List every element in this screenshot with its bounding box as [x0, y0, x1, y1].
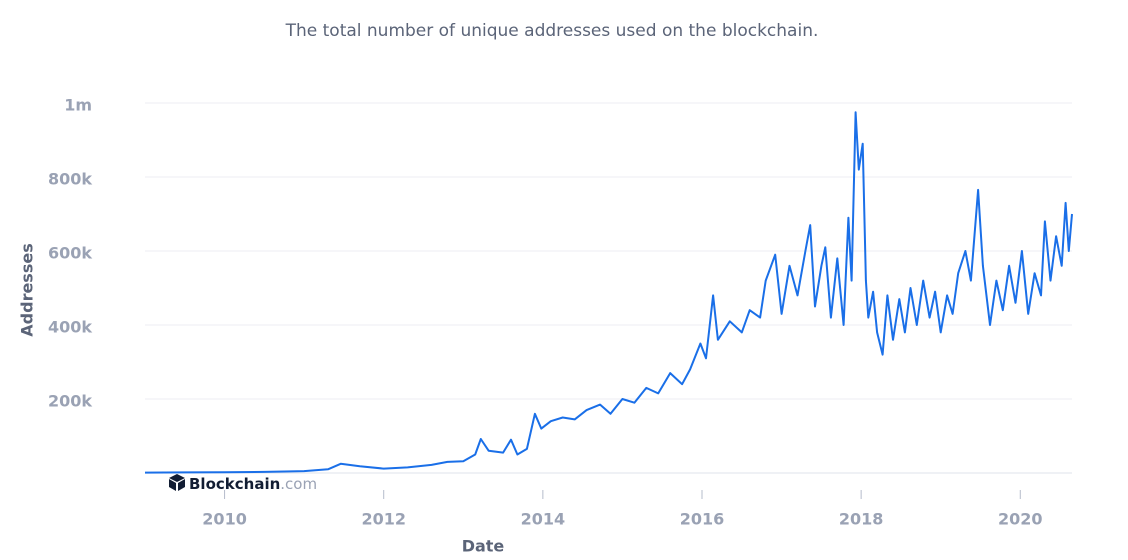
x-tick-label: 2012: [361, 510, 406, 529]
x-tick-label: 2016: [680, 510, 725, 529]
x-tick-label: 2010: [202, 510, 247, 529]
y-tick-label: 1m: [64, 96, 92, 115]
y-tick-label: 800k: [48, 170, 92, 189]
x-axis-label: Date: [462, 537, 505, 556]
data-line: [144, 111, 1073, 474]
x-tick-label: 2020: [998, 510, 1043, 529]
brand-name: Blockchain: [189, 475, 280, 493]
brand-text: Blockchain.com: [189, 475, 317, 493]
plot-area: 200k 400k 600k 800k 1m 2010 2012 2014 2016 2018 20…: [48, 96, 1073, 529]
y-axis-label: Addresses: [18, 243, 37, 336]
logo-icon: [169, 474, 185, 491]
y-tick-label: 600k: [48, 244, 92, 263]
x-tick-label: 2018: [839, 510, 884, 529]
brand-suffix: .com: [280, 475, 317, 493]
y-tick-label: 400k: [48, 318, 92, 337]
brand-logo: Blockchain.com: [169, 474, 317, 493]
x-tick-label: 2014: [521, 510, 566, 529]
chart-subtitle: The total number of unique addresses use…: [285, 21, 819, 41]
y-tick-label: 200k: [48, 392, 92, 411]
